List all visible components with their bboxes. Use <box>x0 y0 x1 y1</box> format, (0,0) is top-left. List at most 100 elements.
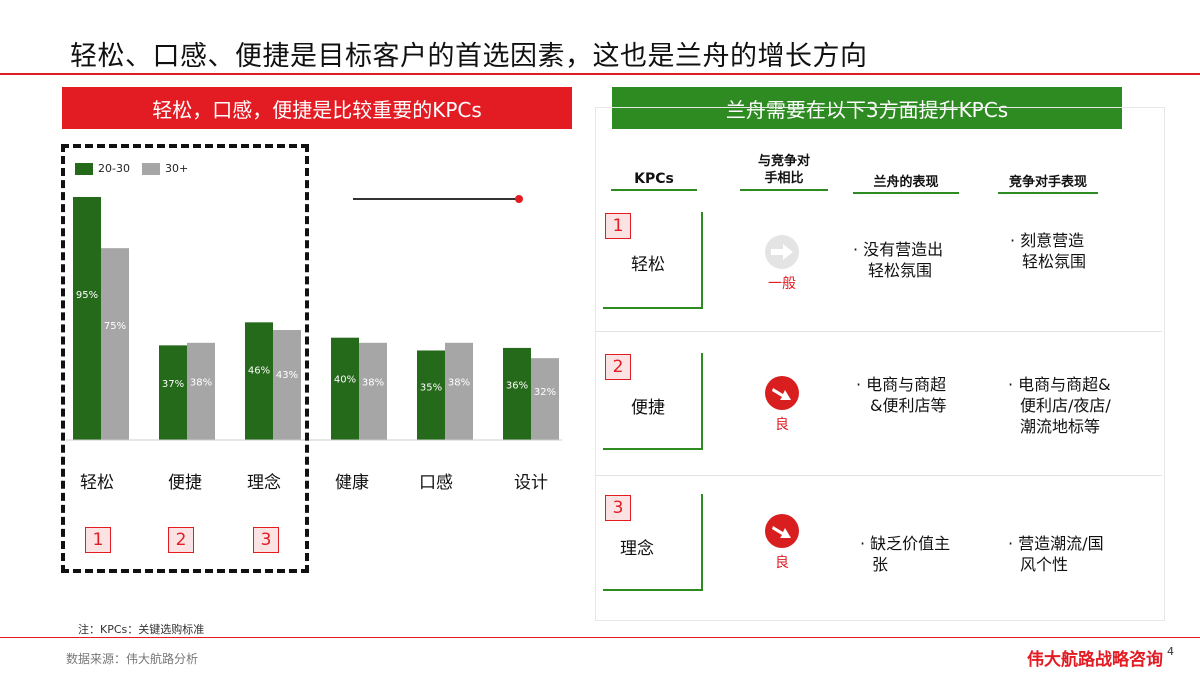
competitor-performance-cell: · 电商与商超& 便利店/夜店/ 潮流地标等 <box>1008 374 1111 437</box>
header-lanzhou-performance: 兰舟的表现 <box>853 171 959 194</box>
data-label: 43% <box>276 370 298 381</box>
bar-series-20-30 <box>73 197 101 440</box>
highlight-number: 2 <box>168 527 194 553</box>
title-rule <box>0 73 1200 75</box>
bar-series-20-30 <box>331 337 359 440</box>
right-panel <box>595 107 1165 621</box>
header-line: 手相比 <box>764 171 804 186</box>
data-label: 35% <box>420 382 442 393</box>
cell-line: &便利店等 <box>870 396 947 415</box>
bar-series-20-30 <box>503 347 531 440</box>
category-label: 健康 <box>335 473 369 493</box>
row-separator <box>596 475 1162 476</box>
legend-swatch <box>75 162 93 175</box>
cell-line: · 刻意营造 <box>1010 231 1085 250</box>
brand-logo-text: 伟大航路战略咨询 <box>1027 650 1163 670</box>
cell-line: · 电商与商超 <box>856 375 947 394</box>
header-line: 与竞争对 <box>757 154 810 169</box>
kpc-name: 理念 <box>620 539 654 559</box>
rating-cell: 良 <box>762 376 802 434</box>
highlight-number: 1 <box>85 527 111 553</box>
right-banner: 兰舟需要在以下3方面提升KPCs <box>612 87 1122 129</box>
bar-series-30-plus <box>101 248 129 440</box>
category-label: 轻松 <box>80 473 114 493</box>
competitor-performance-cell: · 刻意营造 轻松氛围 <box>1010 230 1086 272</box>
row-number: 2 <box>605 354 631 380</box>
cell-line: 便利店/夜店/ <box>1020 396 1111 415</box>
data-label: 40% <box>334 375 356 386</box>
competitor-performance-cell: · 营造潮流/国 风个性 <box>1008 533 1104 575</box>
cell-line: 轻松氛围 <box>868 261 933 280</box>
page-number: 4 <box>1167 645 1174 658</box>
cell-line: 轻松氛围 <box>1022 252 1087 271</box>
rating-cell: 良 <box>762 514 802 572</box>
bar-series-20-30 <box>245 322 273 440</box>
page-title: 轻松、口感、便捷是目标客户的首选因素，这也是兰舟的增长方向 <box>70 41 868 72</box>
category-label: 便捷 <box>168 473 202 493</box>
rating-label: 一般 <box>768 276 796 292</box>
header-competitor-performance: 竞争对手表现 <box>998 171 1098 194</box>
legend-item-30-plus: 30+ <box>141 162 189 175</box>
rating-label: 良 <box>775 417 789 433</box>
kpc-frame <box>603 494 703 591</box>
cell-line: · 没有营造出 <box>853 240 944 259</box>
bar-series-30-plus <box>531 358 559 440</box>
row-separator <box>596 331 1162 332</box>
footnote: 注：KPCs：关键选购标准 <box>78 623 205 636</box>
legend-label: 20-30 <box>98 162 130 175</box>
header-line: 竞争对手表现 <box>1008 175 1087 190</box>
cell-line: · 电商与商超& <box>1008 375 1111 394</box>
data-label: 38% <box>190 378 212 389</box>
data-label: 37% <box>162 379 184 390</box>
lanzhou-performance-cell: · 缺乏价值主 张 <box>860 533 950 575</box>
data-label: 75% <box>104 321 126 332</box>
cell-line: 潮流地标等 <box>1020 417 1101 436</box>
arrow-down-right-icon <box>765 514 799 548</box>
cell-line: · 缺乏价值主 <box>860 534 951 553</box>
category-label: 理念 <box>247 473 281 493</box>
cell-line: 张 <box>872 555 889 574</box>
divider-line <box>353 198 520 200</box>
highlight-number: 3 <box>253 527 279 553</box>
kpc-frame <box>603 212 703 309</box>
row-number: 3 <box>605 495 631 521</box>
data-label: 38% <box>448 378 470 389</box>
data-label: 95% <box>76 290 98 301</box>
cell-line: 风个性 <box>1020 555 1069 574</box>
kpc-frame <box>603 353 703 450</box>
header-vs-competitor: 与竞争对 手相比 <box>740 153 828 191</box>
legend-item-20-30: 20-30 <box>75 162 130 175</box>
legend-label: 30+ <box>164 162 189 175</box>
rating-cell: 一般 <box>762 235 802 293</box>
header-line: 兰舟的表现 <box>873 175 939 190</box>
rating-label: 良 <box>775 555 789 571</box>
bar-series-30-plus <box>187 342 215 440</box>
bar-chart: 95% 75% 37% 38% 46% 43% 40% 38% 35% 38% 36% 32% <box>66 197 562 441</box>
bar-series-30-plus <box>359 342 387 440</box>
chart-legend: 20-30 30+ <box>75 162 200 175</box>
header-kpcs: KPCs <box>611 171 697 191</box>
row-number: 1 <box>605 213 631 239</box>
data-label: 38% <box>362 378 384 389</box>
divider-dot <box>515 195 523 203</box>
data-label: 36% <box>506 381 528 392</box>
footer-rule <box>0 637 1200 638</box>
category-label: 设计 <box>514 473 548 493</box>
left-banner: 轻松，口感，便捷是比较重要的KPCs <box>62 87 572 129</box>
arrow-down-right-icon <box>765 376 799 410</box>
data-label: 46% <box>248 365 270 376</box>
data-label: 32% <box>534 387 556 398</box>
category-label: 口感 <box>419 473 453 493</box>
header-line: KPCs <box>634 171 674 187</box>
highlight-dashed-box <box>61 144 309 573</box>
bar-series-30-plus <box>445 342 473 440</box>
cell-line: · 营造潮流/国 <box>1008 534 1104 553</box>
legend-swatch <box>141 162 160 175</box>
kpc-name: 轻松 <box>631 255 665 275</box>
arrow-right-icon <box>765 235 799 269</box>
lanzhou-performance-cell: · 没有营造出 轻松氛围 <box>853 239 943 281</box>
source-text: 数据来源：伟大航路分析 <box>66 652 199 666</box>
bar-series-20-30 <box>159 345 187 440</box>
lanzhou-performance-cell: · 电商与商超 &便利店等 <box>856 374 946 416</box>
kpc-name: 便捷 <box>631 398 665 418</box>
